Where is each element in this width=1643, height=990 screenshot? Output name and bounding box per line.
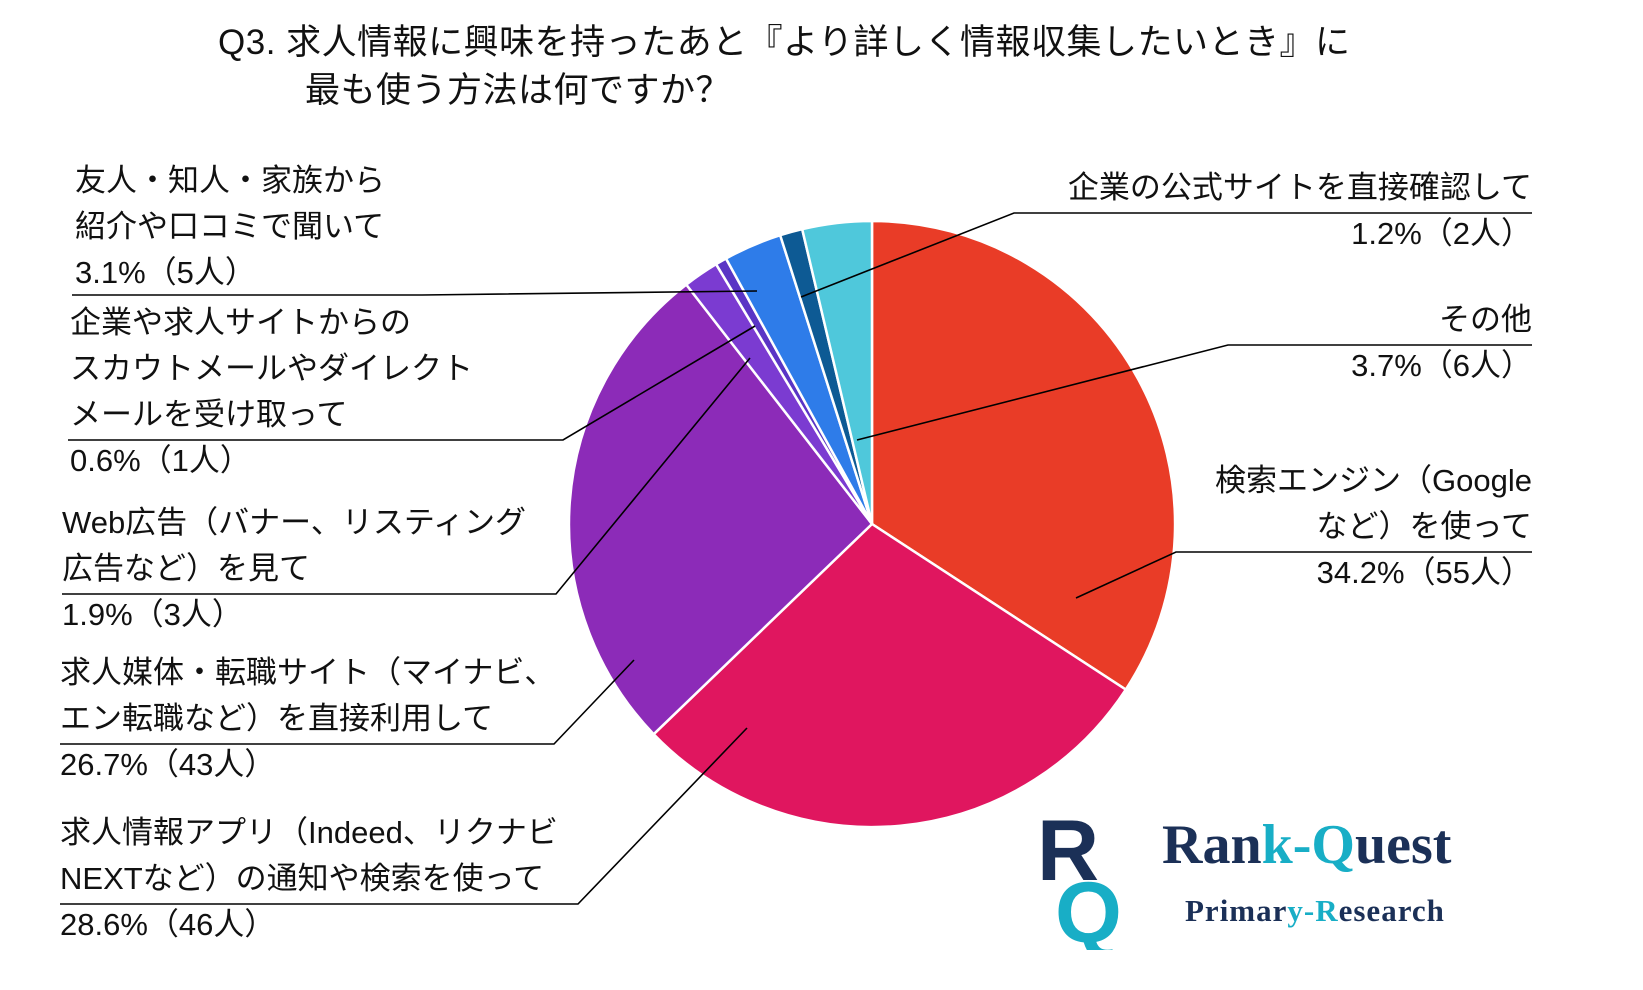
callout-other-line1: その他	[1439, 302, 1532, 337]
logo-sub-part1: Primar	[1185, 893, 1288, 928]
callout-job-site: 求人媒体・転職サイト（マイナビ、 エン転職など）を直接利用して 26.7%（43…	[60, 650, 555, 788]
callout-scout-mail-value: 0.6%（1人）	[70, 443, 251, 478]
callout-job-app-line1: 求人情報アプリ（Indeed、リクナビ	[60, 815, 558, 850]
callout-web-ad: Web広告（バナー、リスティング 広告など）を見て 1.9%（3人）	[62, 500, 526, 638]
callout-official-site-line1: 企業の公式サイトを直接確認して	[1067, 170, 1532, 205]
logo-name-text: Rank-Quest	[1162, 813, 1451, 877]
logo-name-part3: uest	[1354, 814, 1452, 876]
callout-friends: 友人・知人・家族から 紹介や口コミで聞いて 3.1%（5人）	[75, 158, 385, 296]
logo-sub-part2: y-R	[1287, 893, 1339, 928]
callout-other-value: 3.7%（6人）	[1351, 348, 1532, 383]
chart-title-line1: Q3. 求人情報に興味を持ったあと『より詳しく情報収集したいとき』に	[218, 23, 1351, 62]
logo-letter-r: R	[1037, 810, 1099, 899]
rank-quest-logo: R Q Rank-Quest Primary-Research	[1030, 805, 1545, 955]
leader-line-scout-mail	[68, 325, 756, 441]
leader-line-friends	[72, 290, 758, 296]
callout-scout-mail-line1: 企業や求人サイトからの	[70, 305, 411, 340]
callout-job-app: 求人情報アプリ（Indeed、リクナビ NEXTなど）の通知や検索を使って 28…	[60, 810, 558, 948]
pie-slice-job-app	[652, 522, 1128, 829]
logo-name-part1: Ran	[1162, 814, 1262, 876]
pie-slice-other	[800, 219, 874, 526]
callout-search-engine-line2: など）を使って	[1316, 509, 1532, 544]
callout-scout-mail-line2: スカウトメールやダイレクト	[70, 351, 473, 386]
callout-job-app-value: 28.6%（46人）	[60, 907, 276, 942]
leader-line-other	[856, 344, 1532, 441]
logo-letter-q: Q	[1055, 865, 1122, 950]
logo-sub-part3: esearch	[1338, 893, 1445, 928]
callout-job-app-line2: NEXTなど）の通知や検索を使って	[60, 861, 545, 896]
callout-other: その他 3.7%（6人）	[1351, 297, 1532, 389]
leader-line-job-app	[60, 727, 748, 905]
callout-search-engine-value: 34.2%（55人）	[1316, 555, 1532, 590]
callout-friends-line2: 紹介や口コミで聞いて	[75, 209, 385, 244]
callout-search-engine-line1: 検索エンジン（Google	[1215, 463, 1532, 498]
leader-line-job-site	[60, 659, 635, 745]
chart-title-line2: 最も使う方法は何ですか？	[305, 71, 732, 110]
leader-line-search-engine	[1075, 551, 1532, 599]
rank-quest-logo-mark: R Q	[1037, 810, 1122, 950]
callout-job-site-value: 26.7%（43人）	[60, 747, 276, 782]
callout-official-site-value: 1.2%（2人）	[1351, 216, 1532, 251]
callout-official-site: 企業の公式サイトを直接確認して 1.2%（2人）	[1068, 165, 1532, 257]
leader-lines	[60, 212, 1532, 905]
callout-job-site-line2: エン転職など）を直接利用して	[60, 701, 494, 736]
leader-line-official-site	[800, 212, 1532, 298]
callout-scout-mail: 企業や求人サイトからの スカウトメールやダイレクト メールを受け取って 0.6%…	[70, 300, 473, 484]
callout-friends-line1: 友人・知人・家族から	[75, 163, 385, 198]
pie-slices	[567, 219, 1177, 829]
logo-subtitle-text: Primary-Research	[1185, 893, 1445, 929]
callout-scout-mail-line3: メールを受け取って	[70, 397, 348, 432]
leader-line-web-ad	[62, 357, 751, 595]
callout-web-ad-line1: Web広告（バナー、リスティング	[62, 505, 527, 540]
callout-web-ad-line2: 広告など）を見て	[62, 551, 310, 586]
logo-name-part2: k-Q	[1261, 814, 1355, 876]
callout-web-ad-value: 1.9%（3人）	[62, 597, 243, 632]
callout-search-engine: 検索エンジン（Google など）を使って 34.2%（55人）	[1215, 458, 1532, 596]
callout-job-site-line1: 求人媒体・転職サイト（マイナビ、	[60, 655, 556, 690]
callout-friends-value: 3.1%（5人）	[75, 255, 256, 290]
